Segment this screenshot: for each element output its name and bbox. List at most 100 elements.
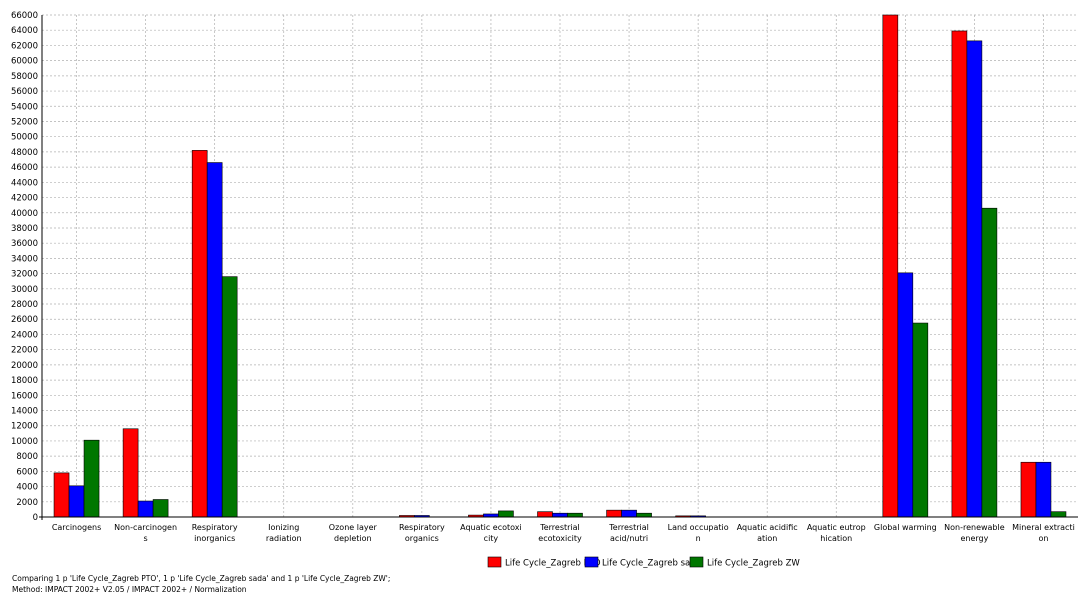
y-tick-label: 62000 <box>11 41 38 51</box>
legend-swatch <box>584 556 599 568</box>
x-tick-label: Carcinogens <box>52 523 101 532</box>
y-tick-label: 4000 <box>16 483 38 493</box>
y-tick-label: 36000 <box>11 239 38 249</box>
x-axis: Carcinogens Non-carcinogen s Respiratory ino… <box>39 15 1078 543</box>
y-tick-label: 50000 <box>11 133 38 143</box>
y-tick-label: 56000 <box>11 87 38 97</box>
caption-method: Method: IMPACT 2002+ V2.05 / IMPACT 2002… <box>12 585 247 594</box>
bar <box>606 509 622 518</box>
x-tick-label: on <box>1038 534 1048 543</box>
legend-swatch <box>487 556 502 568</box>
x-tick-label: organics <box>405 534 439 543</box>
y-tick-label: 18000 <box>11 376 38 386</box>
y-tick-label: 10000 <box>11 437 38 447</box>
bars <box>53 14 1067 518</box>
x-tick-label: depletion <box>334 534 372 543</box>
bar <box>552 512 568 518</box>
x-tick-label: n <box>696 534 701 543</box>
y-tick-label: 40000 <box>11 209 38 219</box>
x-tick-label: Aquatic ecotoxi <box>460 523 522 532</box>
x-tick-label: Aquatic acidific <box>737 523 798 532</box>
bar <box>567 512 583 518</box>
bar <box>53 472 70 518</box>
bar <box>912 322 929 518</box>
x-tick-label: Ozone layer <box>329 523 378 532</box>
legend: Life Cycle_Zagreb PTO Life Cycle_Zagreb s… <box>487 556 800 569</box>
legend-label: Life Cycle_Zagreb sada <box>602 559 701 569</box>
y-tick-label: 20000 <box>11 361 38 371</box>
x-tick-label: Respiratory <box>399 523 445 532</box>
y-tick-label: 24000 <box>11 330 38 340</box>
y-tick-label: 48000 <box>11 148 38 158</box>
y-tick-label: 64000 <box>11 26 38 36</box>
bar-chart: 0 2000 4000 6000 8000 10000 12000 14000 16000 180… <box>11 11 1078 569</box>
bar <box>636 512 652 518</box>
x-tick-label: Mineral extracti <box>1012 523 1075 532</box>
x-tick-label: city <box>484 534 499 543</box>
x-tick-label: hication <box>820 534 852 543</box>
bar <box>498 510 514 518</box>
x-tick-label: energy <box>960 534 988 543</box>
y-tick-label: 42000 <box>11 194 38 204</box>
x-tick-label: ecotoxicity <box>538 534 582 543</box>
bar <box>882 14 899 518</box>
x-tick-label: acid/nutri <box>610 534 648 543</box>
bar <box>206 162 223 518</box>
y-tick-label: 52000 <box>11 117 38 127</box>
y-tick-label: 26000 <box>11 315 38 325</box>
y-tick-label: 28000 <box>11 300 38 310</box>
bar <box>981 207 998 518</box>
bar <box>537 511 553 518</box>
bar <box>191 150 208 518</box>
x-tick-label: s <box>144 534 148 543</box>
bar <box>951 30 968 518</box>
y-tick-label: 38000 <box>11 224 38 234</box>
bar <box>137 500 154 518</box>
x-tick-label: radiation <box>266 534 302 543</box>
y-tick-label: 34000 <box>11 254 38 264</box>
x-tick-label: Respiratory <box>192 523 238 532</box>
x-tick-label: ation <box>757 534 777 543</box>
y-tick-label: 58000 <box>11 72 38 82</box>
y-tick-label: 44000 <box>11 178 38 188</box>
y-tick-label: 12000 <box>11 422 38 432</box>
bar <box>621 509 637 518</box>
y-tick-label: 2000 <box>16 498 38 508</box>
bar <box>1020 461 1037 518</box>
bar <box>221 276 238 518</box>
x-tick-label: inorganics <box>194 534 235 543</box>
x-tick-label: Aquatic eutrop <box>807 523 866 532</box>
caption-comparison: Comparing 1 p 'Life Cycle_Zagreb PTO', 1… <box>12 574 391 583</box>
bar <box>152 499 169 518</box>
x-tick-label: Terrestrial <box>539 523 580 532</box>
legend-label: Life Cycle_Zagreb ZW <box>707 559 800 569</box>
bar <box>83 439 100 518</box>
y-tick-label: 32000 <box>11 270 38 280</box>
y-tick-label: 60000 <box>11 57 38 67</box>
legend-swatch <box>689 556 704 568</box>
y-tick-label: 16000 <box>11 391 38 401</box>
bar <box>1035 461 1052 518</box>
bar <box>1050 511 1067 518</box>
y-tick-label: 66000 <box>11 11 38 21</box>
x-tick-label: Non-carcinogen <box>114 523 177 532</box>
bar <box>122 428 139 518</box>
y-tick-label: 0 <box>33 513 38 523</box>
x-tick-label: Terrestrial <box>608 523 649 532</box>
x-tick-label: Global warming <box>874 523 937 532</box>
y-tick-label: 22000 <box>11 346 38 356</box>
legend-label: Life Cycle_Zagreb PTO <box>505 559 601 569</box>
y-tick-label: 14000 <box>11 407 38 417</box>
bar <box>897 272 914 518</box>
y-tick-label: 46000 <box>11 163 38 173</box>
x-tick-label: Non-renewable <box>944 523 1005 532</box>
x-tick-label: Ionizing <box>268 523 299 532</box>
x-tick-label: Land occupatio <box>668 523 729 532</box>
y-tick-label: 54000 <box>11 102 38 112</box>
bar <box>966 40 983 518</box>
y-axis: 0 2000 4000 6000 8000 10000 12000 14000 16000 180… <box>11 11 38 523</box>
bar <box>68 485 85 518</box>
y-tick-label: 8000 <box>16 452 38 462</box>
y-tick-label: 30000 <box>11 285 38 295</box>
y-tick-label: 6000 <box>16 467 38 477</box>
